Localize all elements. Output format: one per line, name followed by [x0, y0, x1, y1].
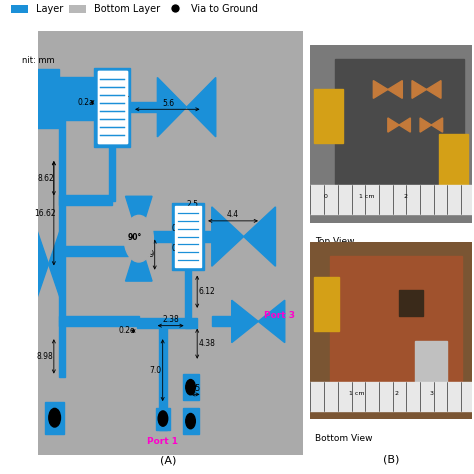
Bar: [335, 59, 464, 184]
Text: 90°: 90°: [128, 233, 142, 242]
Text: 4.4: 4.4: [227, 210, 239, 219]
Circle shape: [186, 380, 195, 395]
Text: 0: 0: [323, 194, 327, 199]
Text: (B): (B): [383, 454, 399, 464]
Polygon shape: [244, 207, 275, 266]
Bar: [175, 206, 201, 267]
Text: 0.2e: 0.2e: [118, 326, 135, 335]
Bar: [137, 319, 197, 328]
Bar: [98, 71, 127, 143]
Polygon shape: [212, 207, 244, 266]
Text: 1 cm: 1 cm: [359, 194, 374, 199]
Bar: [45, 402, 64, 434]
Text: 5.6: 5.6: [162, 99, 174, 108]
Polygon shape: [431, 118, 443, 132]
Text: 0.2a: 0.2a: [77, 98, 94, 107]
Bar: [59, 195, 112, 205]
Circle shape: [124, 215, 154, 262]
Text: Bottom View: Bottom View: [315, 434, 373, 443]
Text: 2.38: 2.38: [162, 315, 179, 324]
Polygon shape: [126, 239, 152, 281]
Bar: [201, 231, 212, 242]
Text: 6.12: 6.12: [198, 287, 215, 296]
Text: 8.98: 8.98: [37, 352, 54, 361]
Bar: [127, 102, 157, 112]
Bar: [314, 90, 343, 143]
Bar: [154, 231, 175, 242]
Text: 0.2d: 0.2d: [172, 245, 188, 254]
Text: nit: mm: nit: mm: [22, 56, 55, 65]
Text: 0.2b: 0.2b: [101, 121, 118, 130]
Polygon shape: [420, 118, 431, 132]
Bar: [33, 69, 59, 128]
Circle shape: [49, 409, 61, 427]
Bar: [415, 341, 447, 388]
Polygon shape: [232, 300, 258, 343]
Text: 7.0: 7.0: [149, 366, 162, 374]
Text: 4.38: 4.38: [199, 339, 216, 348]
Text: Top View: Top View: [315, 237, 355, 246]
Text: 2: 2: [394, 391, 398, 396]
Bar: [59, 246, 128, 255]
Text: 16.62: 16.62: [34, 209, 55, 218]
Bar: [98, 71, 127, 143]
Circle shape: [158, 411, 168, 426]
Circle shape: [186, 413, 195, 429]
Polygon shape: [126, 196, 152, 239]
Bar: [59, 316, 139, 326]
Polygon shape: [374, 81, 388, 99]
Bar: [212, 316, 238, 326]
Bar: [399, 290, 423, 317]
Polygon shape: [157, 77, 187, 137]
Polygon shape: [388, 81, 402, 99]
Polygon shape: [399, 118, 410, 132]
Bar: [94, 68, 130, 146]
Text: 3.0: 3.0: [111, 85, 124, 94]
Polygon shape: [388, 118, 399, 132]
Bar: [310, 382, 472, 410]
Text: Port 3: Port 3: [264, 311, 295, 320]
Text: 0.5: 0.5: [189, 384, 201, 393]
Bar: [314, 277, 339, 331]
Bar: [310, 185, 472, 214]
Polygon shape: [48, 218, 64, 311]
Text: 3: 3: [430, 391, 434, 396]
Bar: [182, 374, 199, 400]
Polygon shape: [258, 300, 285, 343]
Bar: [59, 77, 104, 120]
Bar: [185, 267, 191, 328]
Text: 2: 2: [404, 194, 408, 199]
Text: 8.62: 8.62: [37, 174, 54, 183]
Bar: [439, 134, 468, 187]
Bar: [109, 143, 116, 201]
Text: 1 cm: 1 cm: [349, 391, 365, 396]
Bar: [330, 256, 462, 384]
Legend: Layer, Bottom Layer, Via to Ground: Layer, Bottom Layer, Via to Ground: [9, 3, 259, 15]
Bar: [59, 118, 65, 321]
Text: (A): (A): [160, 456, 176, 465]
Bar: [172, 203, 204, 270]
Polygon shape: [187, 77, 216, 137]
Bar: [159, 328, 167, 429]
Bar: [59, 321, 65, 376]
Bar: [182, 409, 199, 434]
Text: 0.2c: 0.2c: [172, 224, 188, 233]
Polygon shape: [427, 81, 441, 99]
Polygon shape: [412, 81, 427, 99]
Text: 2.5: 2.5: [186, 200, 199, 209]
Bar: [156, 408, 170, 429]
Text: 5.9: 5.9: [142, 250, 154, 259]
Polygon shape: [33, 218, 48, 311]
Text: Port 1: Port 1: [147, 437, 178, 446]
